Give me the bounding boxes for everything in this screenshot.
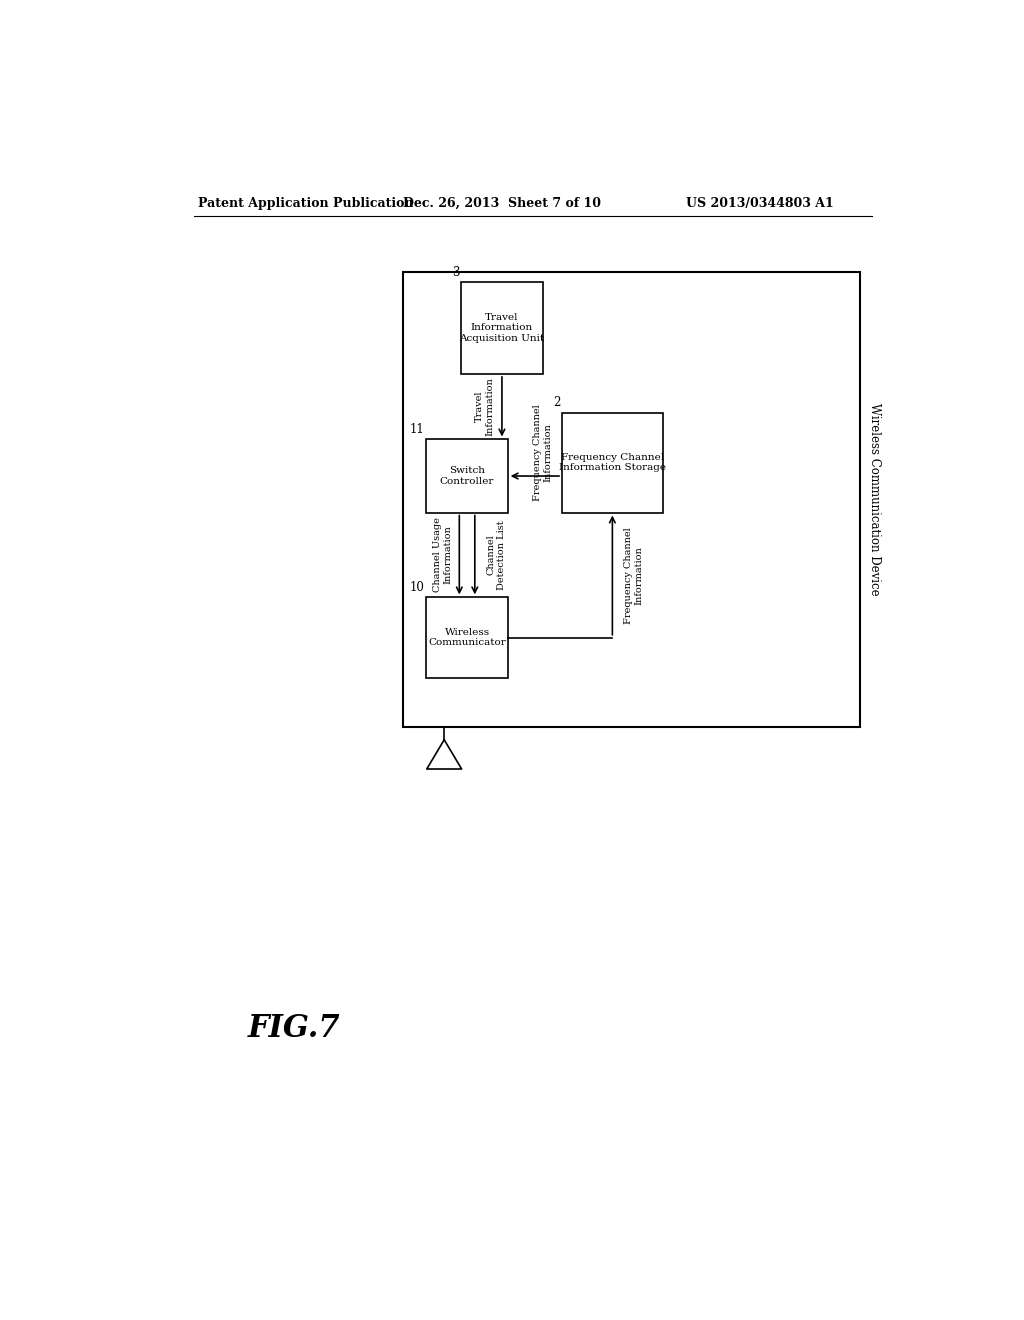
Text: FIG.7: FIG.7 <box>248 1012 341 1044</box>
Text: Dec. 26, 2013  Sheet 7 of 10: Dec. 26, 2013 Sheet 7 of 10 <box>403 197 601 210</box>
Bar <box>562 412 663 512</box>
Bar <box>426 597 508 678</box>
Text: Frequency Channel
Information Storage: Frequency Channel Information Storage <box>559 453 666 473</box>
Text: 2: 2 <box>553 396 560 409</box>
Text: 10: 10 <box>410 581 425 594</box>
Text: Travel
Information: Travel Information <box>475 378 495 436</box>
Bar <box>426 440 508 512</box>
Text: Channel Usage
Information: Channel Usage Information <box>432 517 452 593</box>
Bar <box>461 281 543 374</box>
Text: Channel
Detection List: Channel Detection List <box>486 520 506 590</box>
Text: Wireless Communication Device: Wireless Communication Device <box>867 403 881 595</box>
Bar <box>403 272 860 726</box>
Text: Switch
Controller: Switch Controller <box>440 466 495 486</box>
Text: Travel
Information
Acquisition Unit: Travel Information Acquisition Unit <box>460 313 545 343</box>
Text: 11: 11 <box>410 424 425 437</box>
Text: Frequency Channel
Information: Frequency Channel Information <box>532 404 552 502</box>
Text: Frequency Channel
Information: Frequency Channel Information <box>625 527 644 623</box>
Text: Wireless
Communicator: Wireless Communicator <box>428 628 506 647</box>
Text: US 2013/0344803 A1: US 2013/0344803 A1 <box>686 197 834 210</box>
Text: 3: 3 <box>453 265 460 279</box>
Text: Patent Application Publication: Patent Application Publication <box>198 197 414 210</box>
